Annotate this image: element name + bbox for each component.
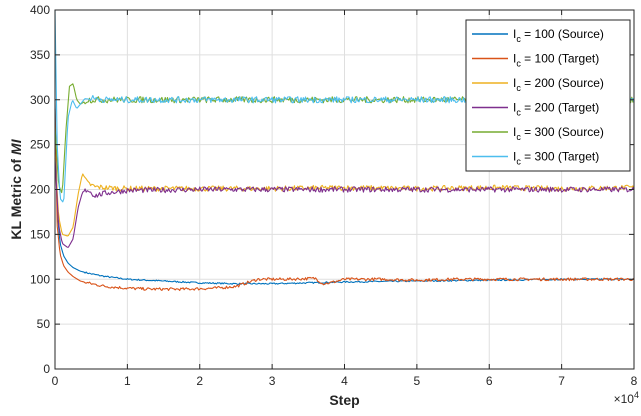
y-axis-label: KL Metric of MI bbox=[8, 138, 24, 239]
series-line-3 bbox=[54, 153, 635, 237]
legend-entry: Ic = 100 (Target) bbox=[513, 52, 599, 69]
y-tick-label: 250 bbox=[30, 138, 50, 152]
legend-entry: Ic = 300 (Source) bbox=[513, 125, 604, 142]
x-tick-label: 6 bbox=[486, 374, 493, 388]
axis-ticks: 0 1 2 3 4 5 6 7 8 0 50 100 150 200 250 300 350 400 bbox=[30, 3, 638, 388]
x-axis-multiplier-exponent: 4 bbox=[634, 390, 639, 400]
x-tick-label: 4 bbox=[341, 374, 348, 388]
legend-entry: Ic = 200 (Target) bbox=[513, 101, 599, 118]
x-tick-label: 0 bbox=[52, 374, 59, 388]
y-tick-label: 50 bbox=[37, 317, 51, 331]
x-axis-multiplier: ×104 bbox=[614, 390, 639, 406]
x-axis-label: Step bbox=[329, 392, 359, 408]
x-tick-label: 2 bbox=[196, 374, 203, 388]
y-tick-label: 200 bbox=[30, 183, 50, 197]
x-tick-label: 8 bbox=[631, 374, 638, 388]
legend-box bbox=[465, 19, 631, 172]
series-line-2 bbox=[54, 108, 635, 292]
x-tick-label: 3 bbox=[269, 374, 276, 388]
y-tick-label: 350 bbox=[30, 48, 50, 62]
y-tick-label: 400 bbox=[30, 3, 50, 17]
y-tick-label: 0 bbox=[43, 362, 50, 376]
y-tick-label: 100 bbox=[30, 272, 50, 286]
x-tick-label: 1 bbox=[124, 374, 131, 388]
legend-entry: Ic = 200 (Source) bbox=[513, 76, 604, 93]
x-tick-label: 7 bbox=[558, 374, 565, 388]
x-axis-multiplier-base: ×10 bbox=[614, 392, 635, 406]
series-line-4 bbox=[54, 158, 635, 248]
y-axis-label-math: MI bbox=[8, 138, 24, 155]
x-tick-label: 5 bbox=[414, 374, 421, 388]
y-tick-label: 150 bbox=[30, 227, 50, 241]
y-axis-label-text: KL Metric of bbox=[8, 159, 24, 240]
legend-entry: Ic = 100 (Source) bbox=[513, 27, 604, 44]
y-tick-label: 300 bbox=[30, 93, 50, 107]
legend: Ic = 100 (Source) Ic = 100 (Target) Ic = 2… bbox=[465, 19, 631, 172]
legend-entry: Ic = 300 (Target) bbox=[513, 150, 599, 167]
